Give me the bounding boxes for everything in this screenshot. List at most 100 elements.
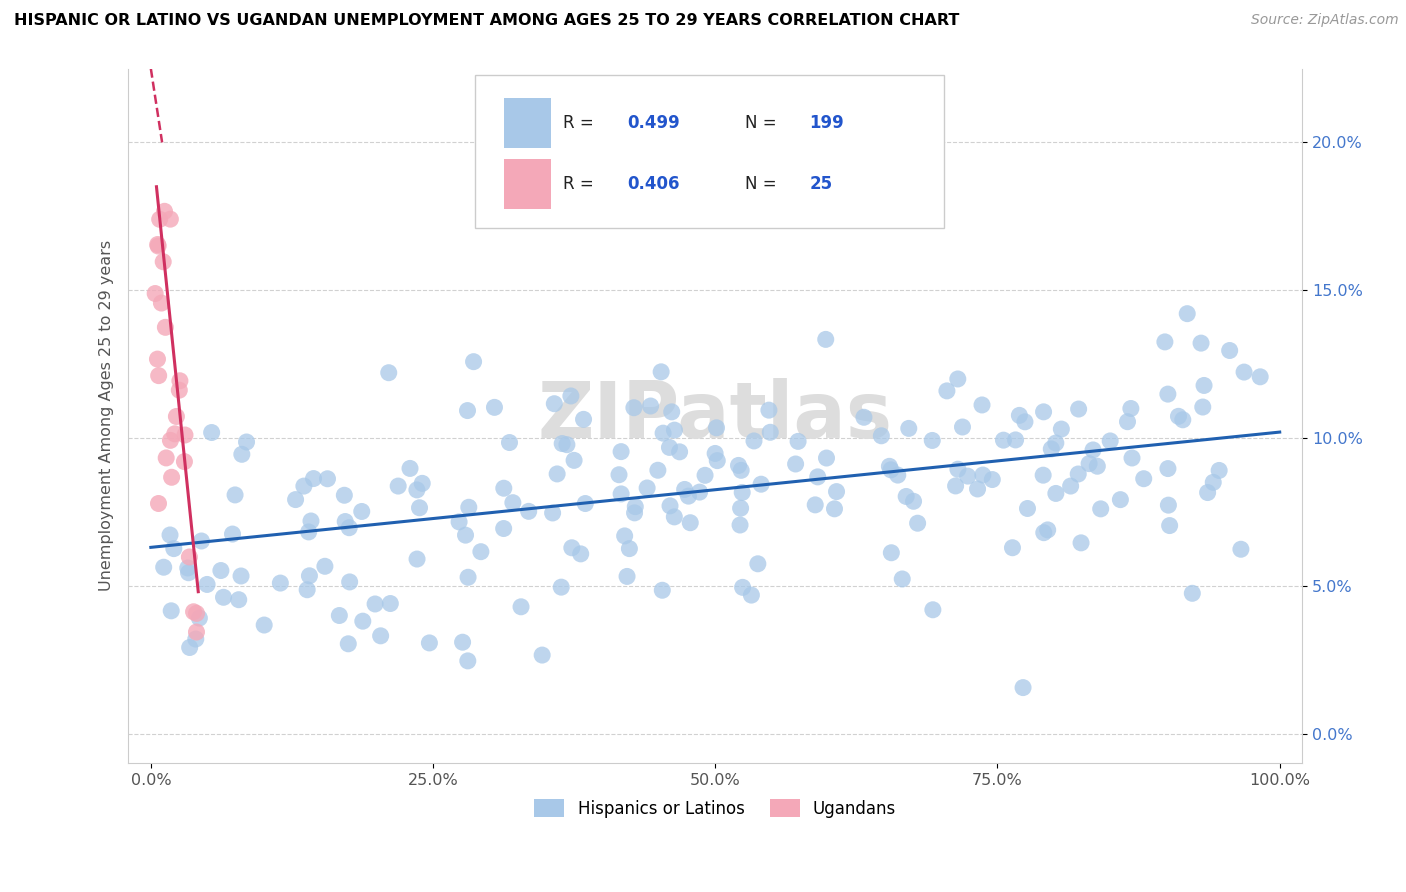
Point (177, 566, 200, 580)
Point (1032, 405, 1054, 419)
Point (652, 426, 675, 441)
Point (169, 374, 191, 388)
Point (463, 354, 485, 368)
Point (1001, 541, 1024, 555)
Point (335, 515, 357, 529)
Point (647, 463, 669, 477)
Point (152, 254, 174, 268)
Point (174, 428, 197, 442)
Point (160, 604, 183, 618)
Text: R =: R = (562, 114, 599, 132)
Point (1036, 523, 1059, 537)
Point (610, 487, 633, 501)
Point (804, 498, 827, 512)
Point (880, 463, 903, 477)
Point (159, 528, 181, 542)
Point (946, 372, 969, 386)
Point (619, 541, 641, 556)
Point (673, 483, 696, 497)
Point (616, 569, 638, 583)
Point (380, 597, 402, 611)
Point (1197, 485, 1219, 500)
Point (387, 479, 409, 493)
Point (333, 488, 356, 502)
Point (740, 588, 762, 602)
Point (1045, 436, 1067, 450)
Point (457, 403, 479, 417)
Point (1012, 681, 1035, 695)
Point (337, 521, 360, 535)
Point (706, 421, 728, 435)
Point (502, 496, 524, 510)
Point (679, 516, 702, 530)
Point (935, 384, 957, 398)
Point (1233, 365, 1256, 379)
Point (418, 636, 440, 650)
Point (186, 607, 208, 621)
Point (328, 608, 350, 623)
FancyBboxPatch shape (503, 159, 551, 209)
Point (531, 648, 554, 662)
Point (749, 477, 772, 491)
Point (1017, 501, 1039, 516)
Point (149, 212, 172, 227)
Point (1078, 457, 1101, 471)
Point (150, 296, 173, 310)
Point (1132, 472, 1154, 486)
Point (406, 552, 429, 566)
Point (815, 450, 838, 465)
Point (785, 457, 807, 471)
Point (668, 445, 690, 459)
Point (1121, 450, 1143, 465)
Text: 0.406: 0.406 (627, 175, 679, 193)
Point (148, 368, 170, 383)
Point (337, 637, 360, 651)
Point (284, 492, 307, 507)
Point (1175, 307, 1198, 321)
Point (1014, 415, 1036, 429)
Point (956, 469, 979, 483)
Point (640, 399, 662, 413)
Point (188, 611, 211, 625)
Point (1249, 369, 1271, 384)
Point (1119, 401, 1142, 416)
Point (1181, 586, 1204, 600)
Point (555, 438, 578, 452)
Point (1067, 467, 1090, 481)
Point (561, 541, 583, 555)
Point (143, 286, 166, 301)
FancyBboxPatch shape (503, 98, 551, 148)
Point (1154, 334, 1177, 349)
Point (896, 490, 918, 504)
Point (302, 472, 325, 486)
Point (758, 403, 780, 417)
Point (298, 524, 321, 539)
Point (231, 447, 253, 461)
Point (1059, 479, 1081, 493)
Point (1070, 536, 1092, 550)
Point (190, 533, 212, 548)
Point (146, 237, 169, 252)
Point (1208, 463, 1230, 477)
Point (1157, 498, 1180, 512)
Point (209, 564, 232, 578)
Point (569, 547, 592, 561)
Point (184, 632, 207, 646)
Point (179, 549, 201, 564)
Text: HISPANIC OR LATINO VS UGANDAN UNEMPLOYMENT AMONG AGES 25 TO 29 YEARS CORRELATION: HISPANIC OR LATINO VS UGANDAN UNEMPLOYME… (14, 13, 959, 29)
Point (163, 426, 186, 441)
Point (377, 366, 399, 380)
Point (560, 389, 582, 403)
Point (269, 576, 291, 591)
Point (253, 618, 276, 632)
Point (1085, 459, 1108, 474)
Point (298, 569, 321, 583)
Point (1167, 409, 1189, 424)
Point (1189, 336, 1212, 351)
Point (212, 591, 235, 605)
Point (897, 421, 920, 435)
Point (852, 410, 875, 425)
Point (993, 433, 1015, 447)
Text: Source: ZipAtlas.com: Source: ZipAtlas.com (1251, 13, 1399, 28)
Point (636, 481, 658, 495)
